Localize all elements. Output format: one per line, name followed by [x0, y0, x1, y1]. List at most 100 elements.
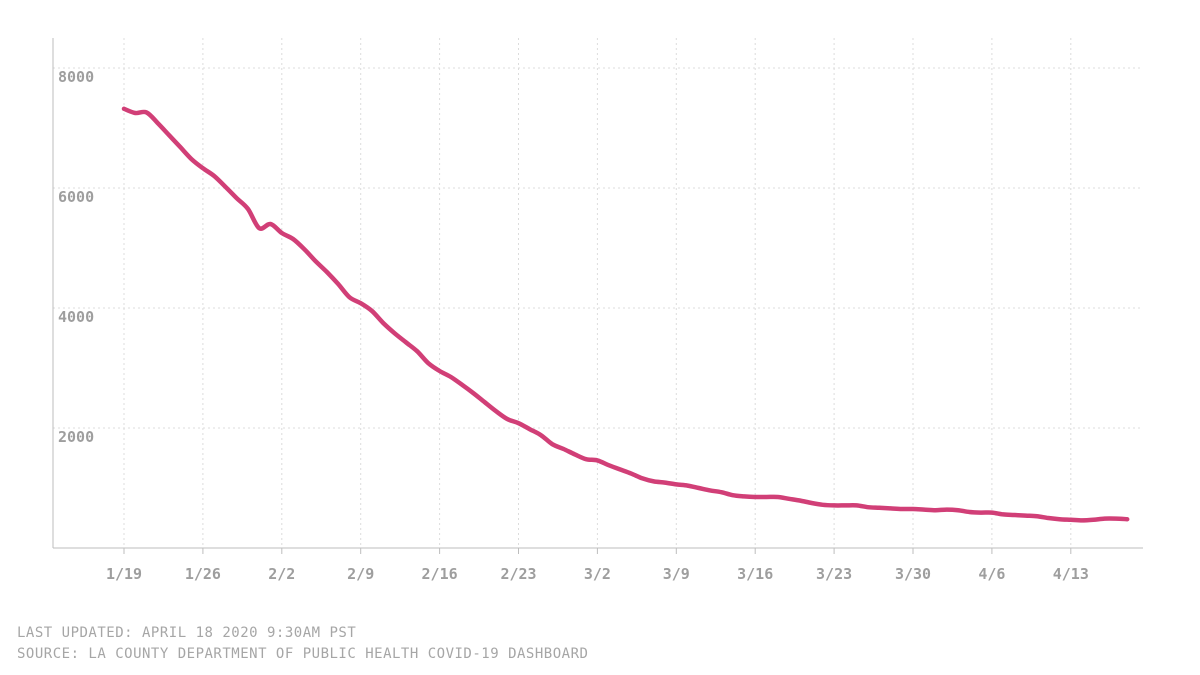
x-tick-label: 1/19 — [106, 565, 142, 583]
x-tick-label: 2/16 — [422, 565, 458, 583]
data-point — [1024, 514, 1028, 518]
data-point — [776, 495, 780, 499]
data-point — [618, 467, 622, 471]
x-tick-label: 3/16 — [737, 565, 773, 583]
data-point — [505, 417, 509, 421]
data-point — [855, 503, 859, 507]
data-point — [156, 121, 160, 125]
x-tick-label: 2/23 — [500, 565, 536, 583]
data-point — [314, 259, 318, 263]
data-point — [933, 508, 938, 512]
x-tick-label: 4/6 — [978, 565, 1005, 583]
data-point — [1125, 517, 1129, 521]
data-point — [584, 457, 588, 461]
data-point — [731, 493, 735, 497]
data-point — [686, 484, 690, 488]
data-point — [302, 247, 306, 251]
data-point — [325, 270, 329, 274]
x-tick-label: 2/2 — [268, 565, 295, 583]
data-point — [753, 495, 757, 499]
data-point — [291, 237, 295, 241]
y-tick-labels: 2000 4000 6000 8000 — [58, 68, 94, 446]
data-point — [595, 458, 600, 462]
x-tick-label: 3/9 — [663, 565, 690, 583]
data-point — [708, 488, 712, 492]
data-point — [415, 349, 419, 353]
data-point — [235, 196, 239, 200]
data-point — [268, 222, 273, 226]
data-point — [438, 369, 442, 373]
data-point — [392, 331, 397, 335]
data-point — [550, 442, 554, 446]
x-tick-label: 3/30 — [895, 565, 931, 583]
data-point — [562, 447, 566, 451]
data-point — [945, 508, 949, 512]
source-note: SOURCE: LA COUNTY DEPARTMENT OF PUBLIC H… — [17, 646, 589, 662]
data-point — [1001, 512, 1005, 517]
data-point — [246, 207, 250, 211]
data-point — [257, 226, 261, 230]
data-point — [471, 391, 475, 395]
data-point — [212, 174, 216, 178]
data-point — [1046, 516, 1050, 520]
data-point — [629, 472, 633, 476]
data-point — [697, 486, 701, 490]
data-point — [573, 452, 577, 456]
series-line — [121, 106, 1130, 523]
data-point — [336, 282, 340, 286]
data-point — [967, 510, 972, 514]
data-point — [821, 503, 825, 507]
data-point — [133, 111, 137, 115]
data-point — [990, 510, 994, 515]
data-point — [900, 507, 904, 511]
data-point — [607, 463, 611, 467]
data-point — [426, 361, 430, 365]
data-point — [674, 482, 678, 486]
x-tick-label: 3/2 — [584, 565, 611, 583]
data-point — [832, 503, 836, 507]
data-point — [404, 340, 408, 344]
data-point — [922, 508, 926, 512]
data-point — [528, 427, 532, 431]
x-tick-labels: 1/19 1/26 2/2 2/9 2/16 2/23 3/2 3/9 3/16 3/23 3/30… — [106, 565, 1089, 583]
data-point — [888, 506, 893, 510]
data-point — [449, 375, 453, 379]
data-point — [167, 133, 171, 137]
data-point — [956, 508, 960, 512]
data-point — [359, 301, 363, 305]
x-tick-label: 2/9 — [347, 565, 374, 583]
data-point — [640, 476, 645, 480]
data-point — [460, 383, 464, 387]
last-updated-note: LAST UPDATED: APRIL 18 2020 9:30AM PST — [17, 625, 357, 641]
data-point — [979, 510, 983, 515]
series-layer — [121, 106, 1130, 523]
data-point — [178, 145, 182, 149]
axes — [52, 38, 1143, 554]
data-point — [1080, 518, 1084, 523]
data-point — [381, 321, 385, 325]
data-point — [539, 433, 543, 437]
data-point — [1012, 513, 1017, 517]
data-point — [652, 479, 656, 483]
data-point — [494, 409, 498, 413]
data-point — [1035, 514, 1039, 518]
data-point — [516, 421, 521, 425]
y-tick-label: 2000 — [58, 428, 94, 446]
data-point — [1069, 518, 1073, 522]
y-tick-label: 4000 — [58, 308, 94, 326]
data-point — [144, 110, 149, 114]
data-point — [663, 481, 667, 485]
data-point — [866, 505, 870, 509]
data-point — [877, 506, 881, 510]
data-point — [764, 495, 769, 499]
x-tick-label: 3/23 — [816, 565, 852, 583]
data-point — [1114, 517, 1118, 521]
x-tick-label: 4/13 — [1053, 565, 1089, 583]
data-point — [190, 157, 194, 161]
data-point — [810, 501, 814, 505]
data-point — [370, 309, 374, 313]
y-tick-label: 6000 — [58, 188, 94, 206]
data-point — [223, 185, 227, 189]
grid-lines — [53, 38, 1143, 548]
data-point — [742, 494, 746, 498]
